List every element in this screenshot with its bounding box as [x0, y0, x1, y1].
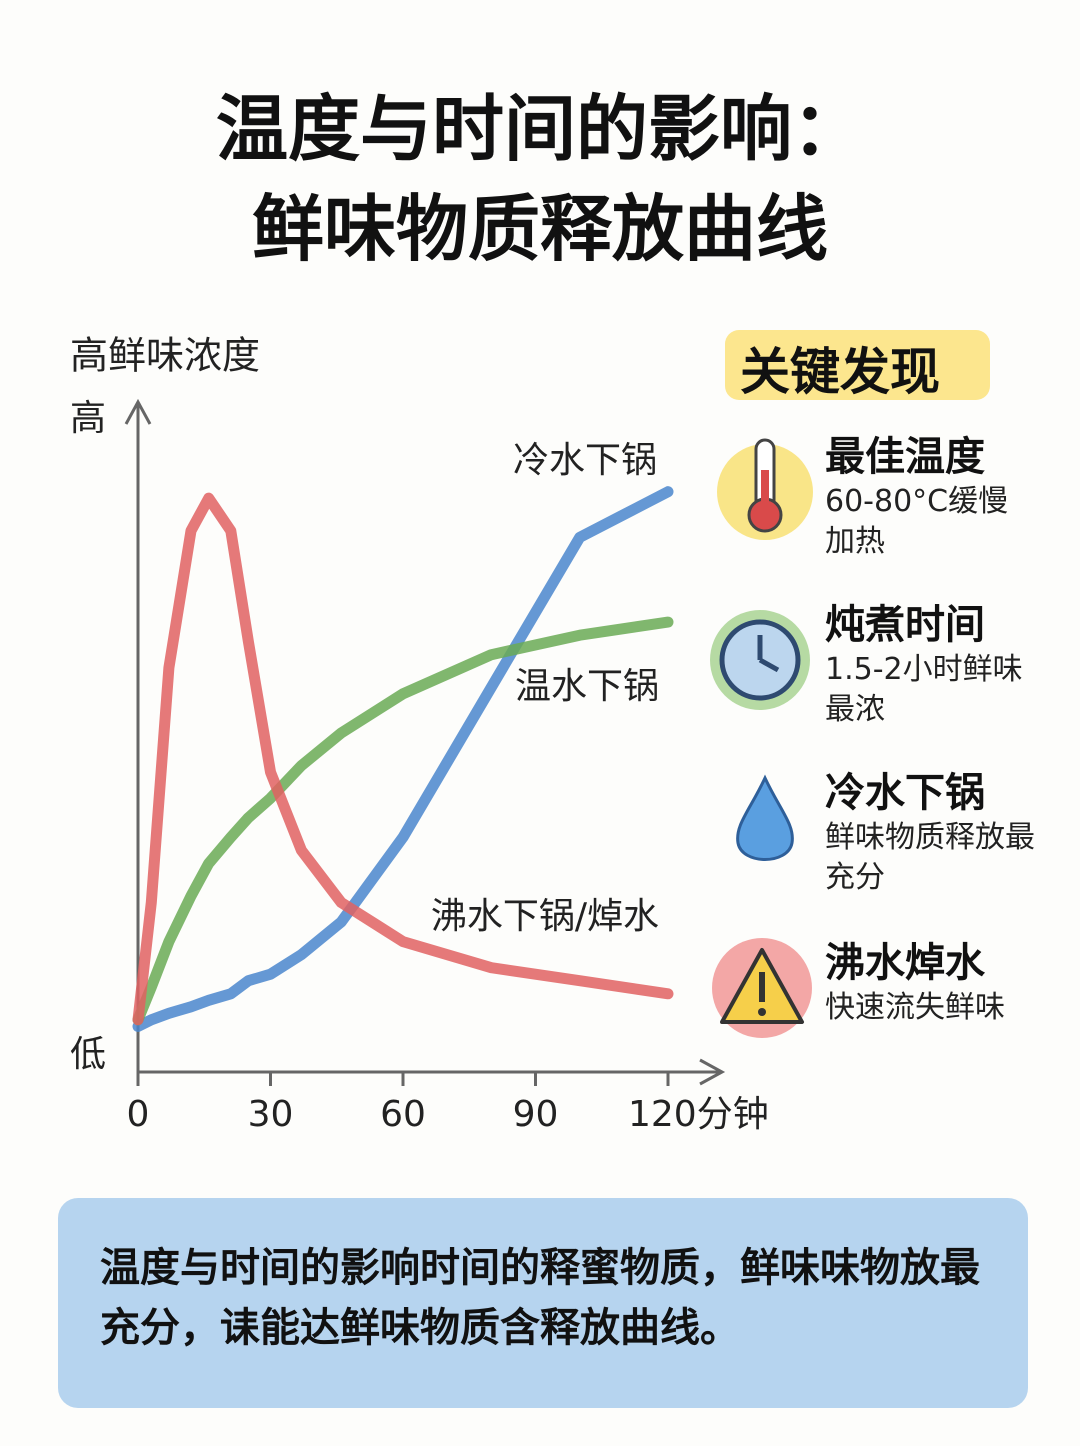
findings-title: 关键发现 — [740, 343, 940, 401]
title-line: 温度与时间的影响： — [215, 87, 864, 171]
series-line — [132, 492, 674, 1026]
series-label: 温水下锅 — [515, 666, 659, 707]
x-tick-label: 60 — [380, 1094, 426, 1135]
finding-title: 炖煮时间 — [825, 602, 985, 648]
icon-drop — [736, 774, 794, 861]
series-line — [132, 616, 674, 1026]
finding: 冷水下锅 鲜味物质释放最充分 — [825, 768, 1035, 898]
x-tick-label: 120分钟 — [628, 1094, 769, 1135]
x-arrow — [699, 1058, 726, 1086]
finding-title: 沸水焯水 — [825, 940, 985, 986]
finding-title: 最佳温度 — [825, 434, 985, 480]
finding: 最佳温度 60-80°C缓慢加热 — [825, 432, 1035, 562]
x-tick-label: 30 — [248, 1094, 294, 1135]
highlight — [725, 330, 990, 400]
x-tick-label: 90 — [513, 1094, 559, 1135]
finding-title: 冷水下锅 — [825, 770, 985, 816]
note: 温度与时间的影响时间的释蜜物质，鲜味味物放最充分，诔能达鲜味物质含释放曲线。 — [100, 1245, 980, 1351]
icon-thermometer — [717, 438, 813, 540]
title-line: 鲜味物质释放曲线 — [251, 187, 828, 271]
series-line — [132, 486, 674, 1032]
finding: 沸水焯水快速流失鲜味 — [825, 938, 1035, 1028]
x-tick-label: 0 — [127, 1094, 150, 1135]
finding-text: 鲜味物质释放最充分 — [825, 820, 1035, 895]
icon-clock — [710, 610, 810, 710]
series-label: 冷水下锅 — [513, 440, 657, 481]
series-label: 沸水下锅/焯水 — [431, 896, 659, 937]
icon-warning — [712, 938, 812, 1038]
y-axis-label: 高鲜味浓度 — [70, 334, 260, 378]
y-tick-label: 高 — [70, 398, 106, 439]
note-box — [58, 1198, 1028, 1408]
y-tick-label: 低 — [70, 1034, 106, 1075]
finding-text: 快速流失鲜味 — [825, 990, 1005, 1025]
finding-text: 1.5-2小时鲜味最浓 — [825, 652, 1023, 727]
finding: 炖煮时间 1.5-2小时鲜味最浓 — [825, 600, 1035, 730]
y-arrow — [124, 398, 152, 425]
finding-text: 60-80°C缓慢加热 — [825, 484, 1009, 559]
